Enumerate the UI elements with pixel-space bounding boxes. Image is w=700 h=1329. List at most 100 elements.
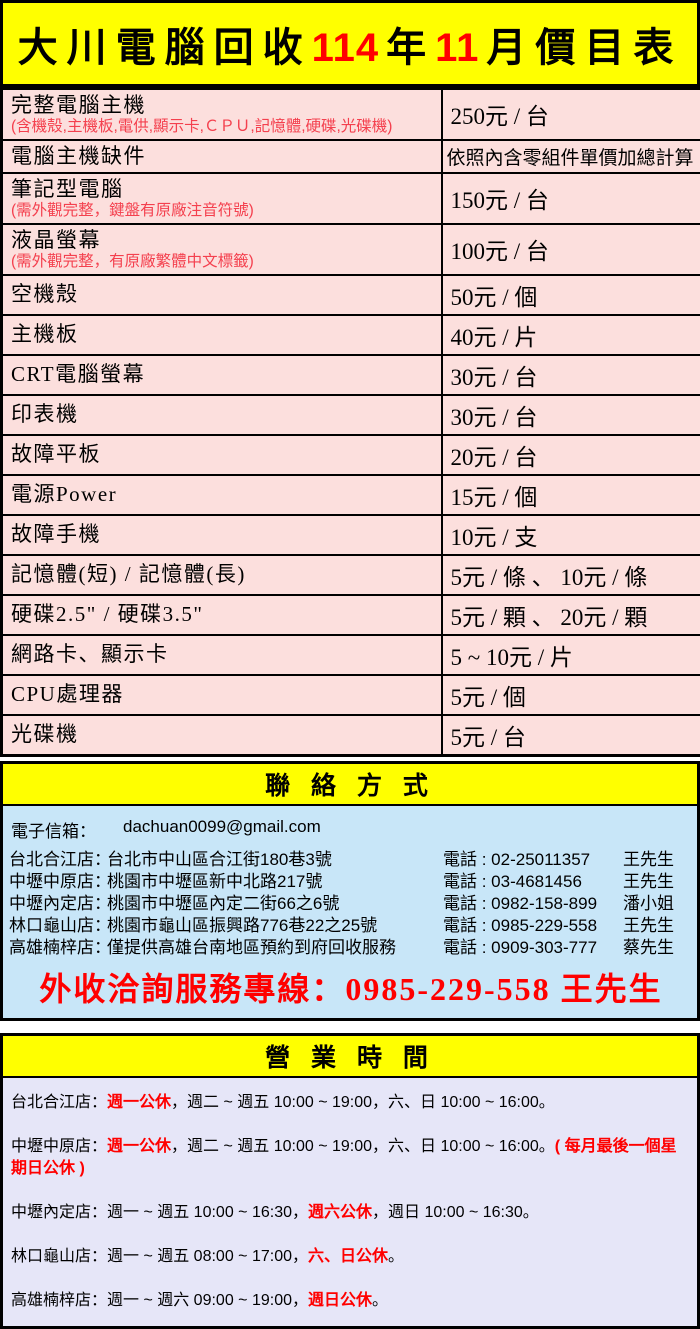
price-value: 100元 / 台 (442, 224, 700, 275)
price-value: 10元 / 支 (442, 515, 700, 555)
hours-line: 中壢中原店：週一公休，週二 ~ 週五 10:00 ~ 19:00，六、日 10:… (11, 1136, 689, 1180)
store-address: 桃園市中壢區內定二街66之6號 (107, 893, 443, 915)
item-name: 硬碟2.5" / 硬碟3.5" (11, 601, 439, 627)
hours-segment: 。 (388, 1248, 404, 1265)
email-label: 電子信箱： (11, 817, 123, 842)
store-contact-person: 王先生 (623, 849, 693, 871)
store-address: 桃園市中壢區新中北路217號 (107, 871, 443, 893)
store-address: 台北市中山區合江街180巷3號 (107, 849, 443, 871)
store-phone: 電話 : 0909-303-777 (443, 937, 623, 959)
title-segment: 年 (386, 26, 435, 70)
contact-header: 聯 絡 方 式 (3, 764, 697, 806)
title-segment: 114 (312, 26, 380, 70)
price-table: 完整電腦主機(含機殼,主機板,電供,顯示卡,ＣＰＵ,記憶體,硬碟,光碟機)250… (0, 87, 700, 757)
price-value: 30元 / 台 (442, 395, 700, 435)
item-cell: 印表機 (2, 395, 442, 435)
store-name: 高雄楠梓店： (9, 937, 107, 959)
item-note: (需外觀完整，鍵盤有原廠注音符號) (11, 202, 439, 221)
item-name: 空機殼 (11, 281, 439, 307)
item-name: 光碟機 (11, 721, 439, 747)
hours-line: 高雄楠梓店：週一 ~ 週六 09:00 ~ 19:00，週日公休。 (11, 1290, 689, 1312)
item-name: CPU處理器 (11, 681, 439, 707)
item-note: (需外觀完整，有原廠繁體中文標籤) (11, 253, 439, 272)
item-name: 記憶體(短) / 記憶體(長) (11, 561, 439, 587)
store-contact-person: 王先生 (623, 871, 693, 893)
hours-line: 台北合江店：週一公休，週二 ~ 週五 10:00 ~ 19:00，六、日 10:… (11, 1092, 689, 1114)
price-value: 30元 / 台 (442, 355, 700, 395)
price-value: 15元 / 個 (442, 475, 700, 515)
store-address: 僅提供高雄台南地區預約到府回收服務 (107, 937, 443, 959)
item-name: CRT電腦螢幕 (11, 361, 439, 387)
item-cell: 故障手機 (2, 515, 442, 555)
hours-segment: 週六公休 (308, 1204, 372, 1221)
hours-segment: 六、日公休 (308, 1248, 388, 1265)
item-name: 網路卡、顯示卡 (11, 641, 439, 667)
price-value: 40元 / 片 (442, 315, 700, 355)
price-value: 50元 / 個 (442, 275, 700, 315)
price-value: 5元 / 條 、 10元 / 條 (442, 555, 700, 595)
item-name: 液晶螢幕 (11, 227, 439, 253)
title-segment: 大川電腦回收 (18, 26, 312, 70)
store-row: 林口龜山店：桃園市龜山區振興路776巷22之25號電話 : 0985-229-5… (9, 915, 693, 937)
store-phone: 電話 : 0982-158-899 (443, 893, 623, 915)
price-value: 5元 / 個 (442, 675, 700, 715)
item-cell: 網路卡、顯示卡 (2, 635, 442, 675)
item-cell: CPU處理器 (2, 675, 442, 715)
item-name: 故障平板 (11, 441, 439, 467)
item-cell: 記憶體(短) / 記憶體(長) (2, 555, 442, 595)
pickup-hotline: 外收洽詢服務專線：0985-229-558 王先生 (9, 959, 693, 1012)
store-address: 桃園市龜山區振興路776巷22之25號 (107, 915, 443, 937)
price-value: 150元 / 台 (442, 173, 700, 224)
price-value: 5元 / 台 (442, 715, 700, 756)
item-cell: 故障平板 (2, 435, 442, 475)
hours-line: 林口龜山店：週一 ~ 週五 08:00 ~ 17:00，六、日公休。 (11, 1246, 689, 1268)
item-cell: 光碟機 (2, 715, 442, 756)
business-hours-section: 營 業 時 間 台北合江店：週一公休，週二 ~ 週五 10:00 ~ 19:00… (0, 1033, 700, 1329)
item-name: 筆記型電腦 (11, 176, 439, 202)
title-segment: 11 (435, 26, 479, 70)
item-name: 印表機 (11, 401, 439, 427)
title-segment: 月價目表 (486, 26, 682, 70)
store-contact-person: 蔡先生 (623, 937, 693, 959)
price-row: 液晶螢幕(需外觀完整，有原廠繁體中文標籤)100元 / 台 (2, 224, 700, 275)
hours-segment: 週日公休 (308, 1292, 372, 1309)
item-cell: 硬碟2.5" / 硬碟3.5" (2, 595, 442, 635)
price-value: 20元 / 台 (442, 435, 700, 475)
price-row: 電腦主機缺件依照內含零組件單價加總計算 (2, 140, 700, 173)
item-name: 電腦主機缺件 (11, 143, 439, 169)
store-phone: 電話 : 02-25011357 (443, 849, 623, 871)
item-cell: 電腦主機缺件 (2, 140, 442, 173)
hours-segment: 中壢中原店： (11, 1138, 107, 1155)
hours-segment: 台北合江店： (11, 1094, 107, 1111)
hours-segment: 高雄楠梓店：週一 ~ 週六 09:00 ~ 19:00， (11, 1292, 308, 1309)
item-cell: 液晶螢幕(需外觀完整，有原廠繁體中文標籤) (2, 224, 442, 275)
item-cell: 主機板 (2, 315, 442, 355)
item-cell: 筆記型電腦(需外觀完整，鍵盤有原廠注音符號) (2, 173, 442, 224)
store-name: 中壢內定店： (9, 893, 107, 915)
email-value: dachuan0099@gmail.com (123, 817, 321, 842)
price-value: 5元 / 顆 、 20元 / 顆 (442, 595, 700, 635)
hours-segment: 週一公休 (107, 1094, 171, 1111)
email-row: 電子信箱： dachuan0099@gmail.com (9, 812, 693, 849)
hours-segment: ，週日 10:00 ~ 16:30。 (372, 1204, 539, 1221)
store-name: 中壢中原店： (9, 871, 107, 893)
price-row: 硬碟2.5" / 硬碟3.5"5元 / 顆 、 20元 / 顆 (2, 595, 700, 635)
hours-segment: ，週二 ~ 週五 10:00 ~ 19:00，六、日 10:00 ~ 16:00… (171, 1094, 555, 1111)
store-phone: 電話 : 0985-229-558 (443, 915, 623, 937)
item-name: 電源Power (11, 481, 439, 507)
store-row: 高雄楠梓店：僅提供高雄台南地區預約到府回收服務電話 : 0909-303-777… (9, 937, 693, 959)
item-cell: CRT電腦螢幕 (2, 355, 442, 395)
price-value: 依照內含零組件單價加總計算 (442, 140, 700, 173)
